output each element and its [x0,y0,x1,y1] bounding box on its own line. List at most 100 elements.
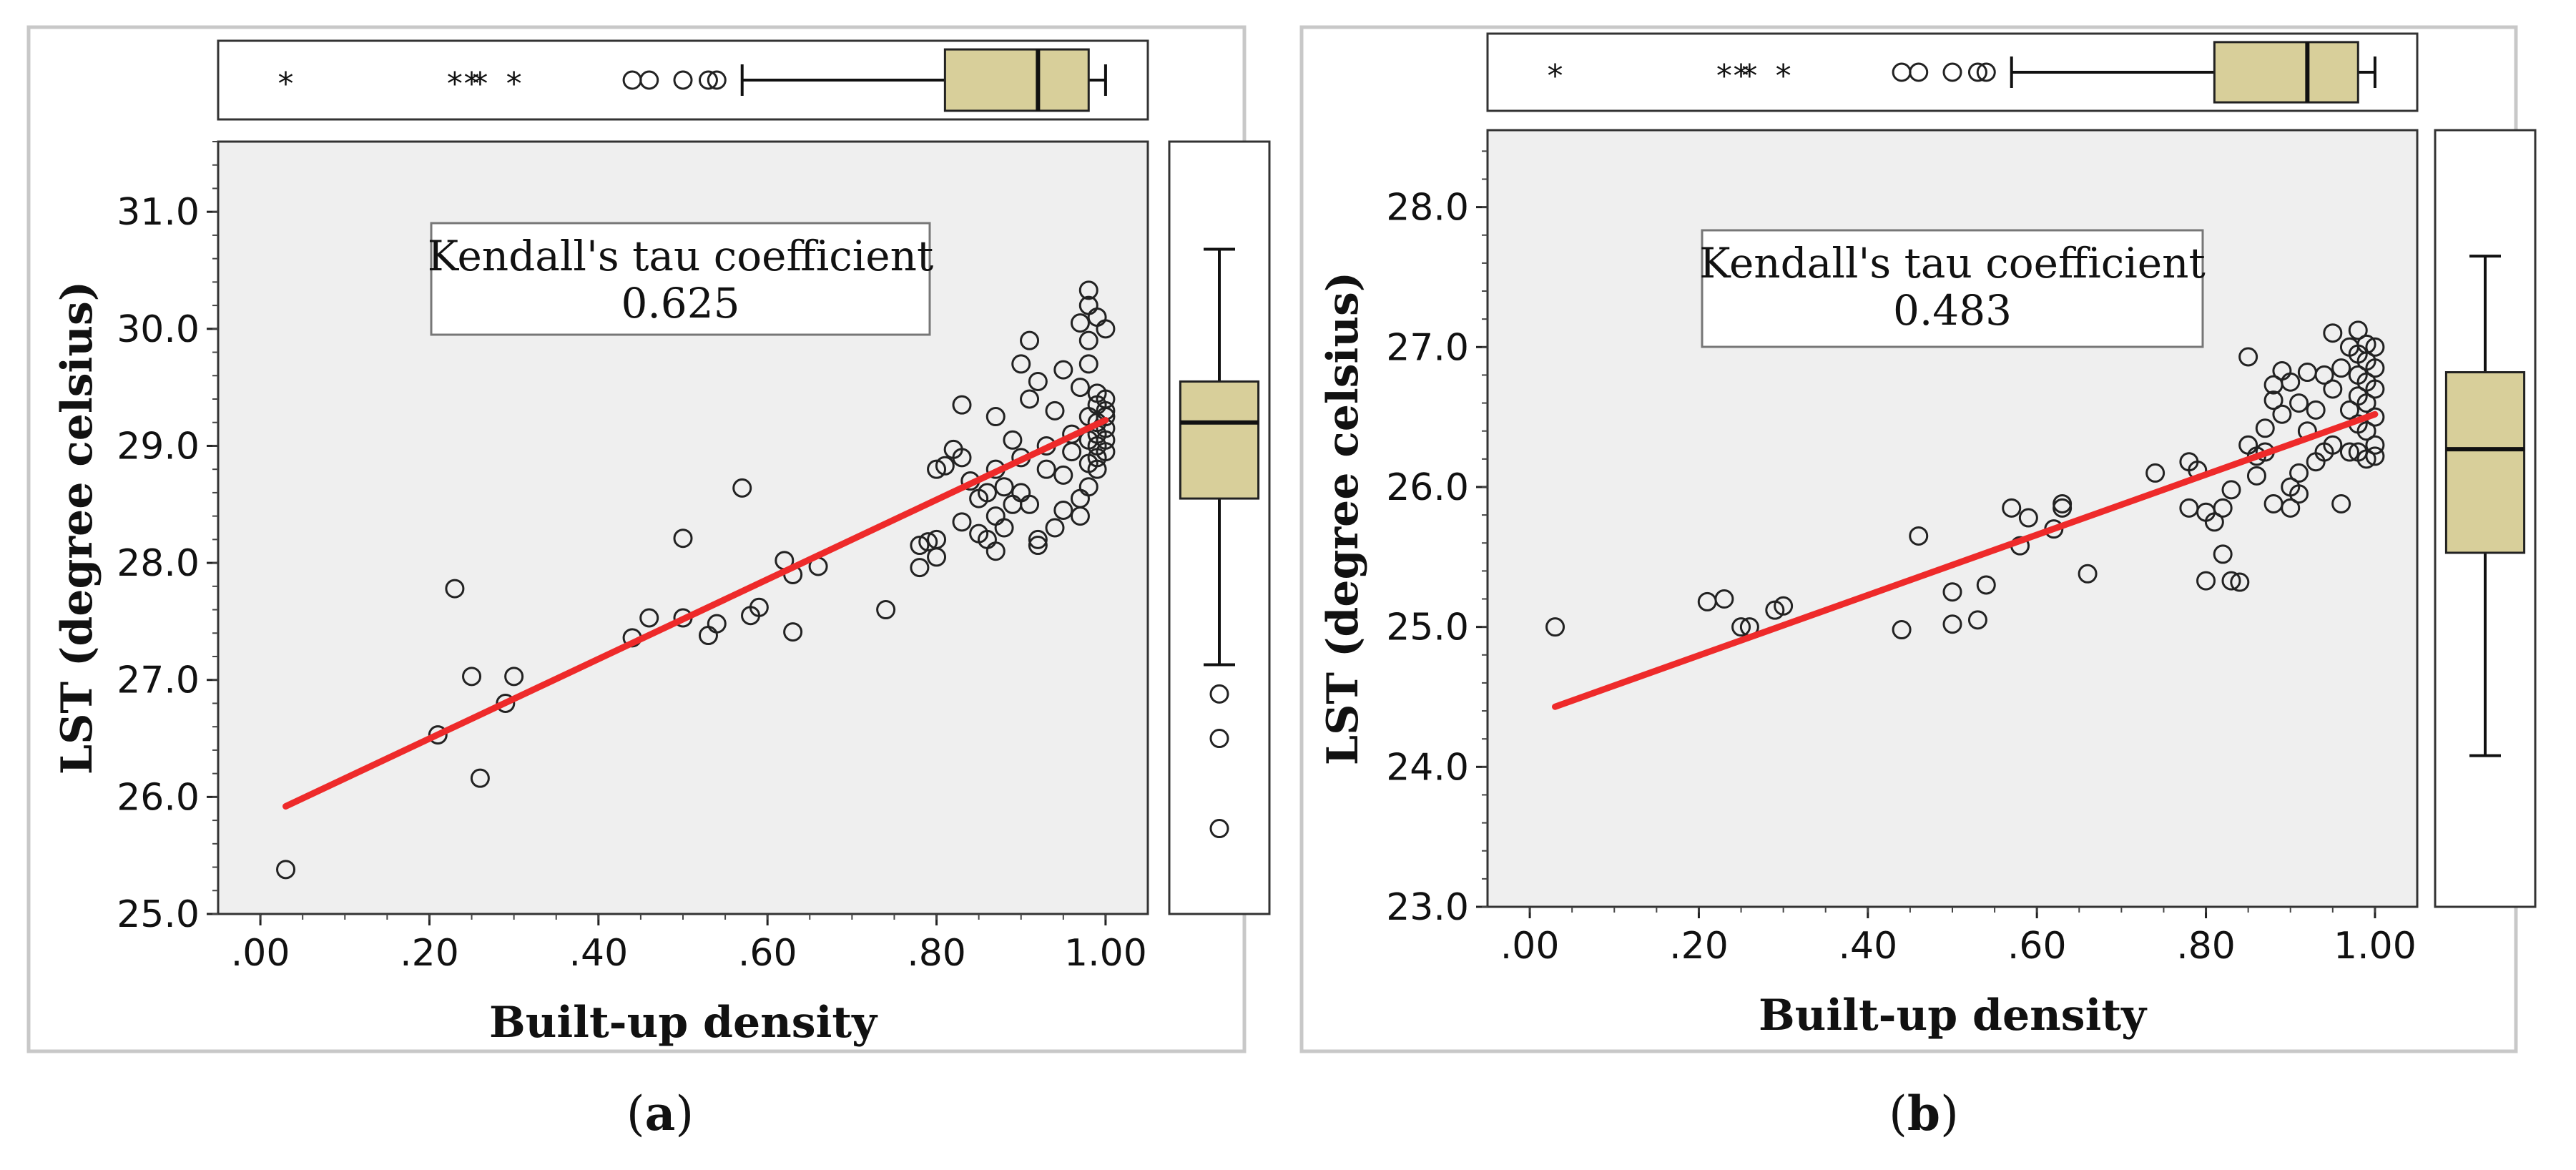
data-point [504,667,524,687]
x-box-outlier [1942,62,1962,82]
y-tick-label: 28.0 [1386,187,1469,230]
data-point [470,768,490,788]
data-point [1909,526,1929,546]
data-point [1053,500,1073,520]
y-tick-label: 23.0 [1386,886,1469,929]
data-point [2331,493,2351,513]
data-point [876,600,896,620]
data-point [1028,536,1048,556]
data-point [994,518,1014,538]
data-point [2306,400,2326,420]
data-point [2238,347,2258,367]
x-box-body [943,48,1090,112]
data-point [985,541,1006,561]
x-box-extreme: * [447,66,463,102]
data-point [2339,442,2359,462]
x-tick-label: .00 [1500,925,1560,968]
data-point [1942,582,1962,602]
x-tick-label: 1.00 [2334,925,2417,968]
data-point [2365,446,2385,466]
data-point [1078,280,1098,300]
data-point [1011,354,1031,374]
data-point [1020,389,1040,409]
data-point [639,608,659,628]
data-point [994,477,1014,497]
data-point [927,547,947,567]
data-point [428,725,448,745]
data-point [1062,442,1082,462]
data-point [918,532,938,552]
data-point [952,512,972,532]
x-box-body [2213,41,2359,104]
y-tick-label: 28.0 [117,542,200,585]
data-point [2281,498,2301,518]
y-tick-label: 27.0 [117,659,200,702]
y-tick-label: 25.0 [117,893,200,936]
caption-close-paren: ) [1940,1086,1959,1141]
x-box-outlier [673,70,693,90]
data-point [2246,466,2266,486]
data-point [2213,544,2233,564]
data-point [2356,393,2376,413]
y-tick-label: 29.0 [117,425,200,468]
data-point [2365,337,2385,357]
panel-caption: (a) [626,1086,694,1141]
data-point [1020,494,1040,514]
y-tick-label: 26.0 [117,776,200,819]
data-point [1976,575,1996,595]
data-point [2221,571,2241,591]
x-box-outlier [1967,62,1987,82]
x-box-extreme: * [1776,58,1791,94]
y-tick-label: 31.0 [117,191,200,234]
data-point [935,456,955,476]
x-tick-label: .80 [907,932,966,975]
caption-open-paren: ( [1889,1086,1907,1141]
fit-line [282,416,1109,810]
x-axis-label: Built-up density [489,998,878,1048]
data-point [910,558,930,578]
x-box-extreme: * [472,66,488,102]
x-box-outlier [1909,62,1929,82]
data-point [2289,393,2309,413]
data-point [2323,435,2343,455]
x-box-extreme: * [1734,58,1749,94]
data-point [1096,319,1116,339]
x-tick-label: .40 [569,932,628,975]
y-tick-label: 26.0 [1386,466,1469,509]
x-box-extreme: * [1741,58,1757,94]
data-point [1731,617,1751,637]
data-point [2078,564,2098,584]
data-point [673,529,693,549]
data-point [1045,518,1065,538]
data-point [1045,400,1065,421]
panel-b: 23.0 24.0 25.0 26.0 27.0 28.0 .00 .20 .40 .60 .80 1… [1299,25,2537,1141]
data-point [1070,378,1090,398]
caption-letter: b [1907,1086,1940,1141]
data-point [2289,463,2309,483]
data-point [1087,459,1107,479]
data-point [1036,459,1056,479]
x-box-extreme: * [464,66,480,102]
data-point [2272,404,2292,424]
data-point [1028,371,1048,391]
data-point [1942,614,1962,634]
data-point [2230,572,2250,592]
data-point [2255,418,2275,438]
data-point [2356,421,2376,441]
panel-caption: (b) [1889,1086,1959,1141]
x-tick-label: .40 [1838,925,1897,968]
data-point [1070,506,1090,526]
data-point [2323,323,2343,343]
data-point [462,667,482,687]
data-point [2331,358,2351,378]
data-point [1078,330,1098,350]
annotation-title: Kendall's tau coefficient [428,232,934,280]
data-point [1020,330,1040,350]
y-tick-label: 25.0 [1386,606,1469,649]
data-point [1053,360,1073,380]
data-point [2365,379,2385,399]
data-point [707,614,727,634]
data-point [783,622,803,642]
data-point [1545,617,1565,637]
